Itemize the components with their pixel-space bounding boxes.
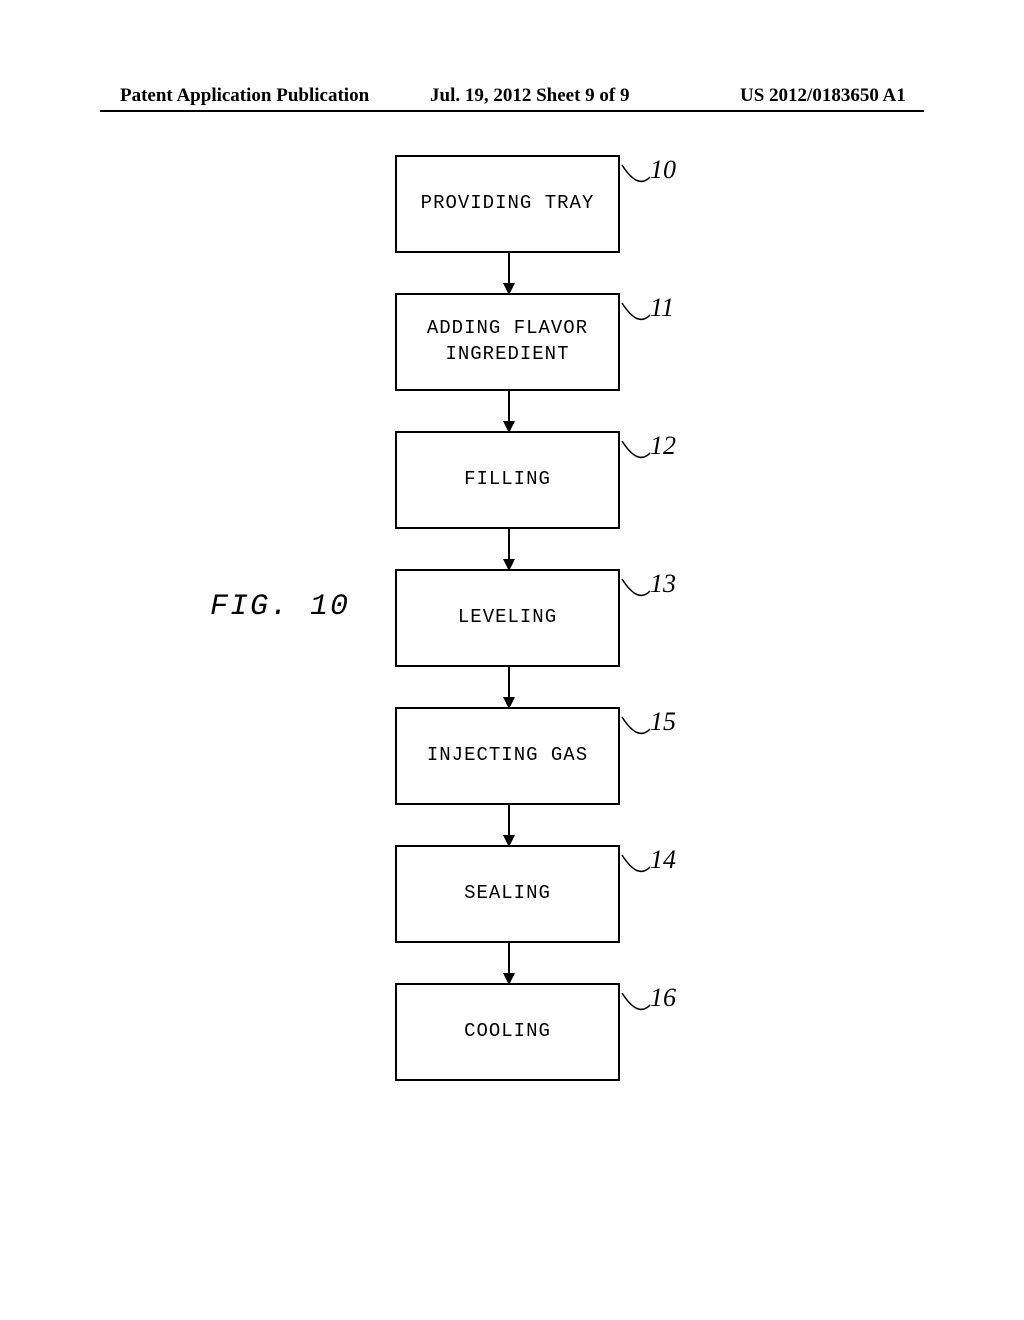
flow-step: COOLING16 <box>395 983 735 1081</box>
flow-arrow <box>395 943 735 983</box>
flow-box: FILLING <box>395 431 620 529</box>
flow-arrow <box>395 805 735 845</box>
page: Patent Application Publication Jul. 19, … <box>0 0 1024 1320</box>
flow-box-label: ADDING FLAVORINGREDIENT <box>427 316 588 367</box>
flow-step: SEALING14 <box>395 845 735 943</box>
flow-step: LEVELING13 <box>395 569 735 667</box>
flowchart: PROVIDING TRAY10 ADDING FLAVORINGREDIENT… <box>395 155 735 1081</box>
flow-arrow <box>395 253 735 293</box>
flow-step: FILLING12 <box>395 431 735 529</box>
header-left: Patent Application Publication <box>120 85 369 107</box>
flow-step: ADDING FLAVORINGREDIENT11 <box>395 293 735 391</box>
header-center: Jul. 19, 2012 Sheet 9 of 9 <box>430 85 630 107</box>
flow-box-label: INJECTING GAS <box>427 743 588 769</box>
flow-step: PROVIDING TRAY10 <box>395 155 735 253</box>
flow-box-label: SEALING <box>464 881 551 907</box>
header-right: US 2012/0183650 A1 <box>740 85 906 107</box>
flow-box: PROVIDING TRAY <box>395 155 620 253</box>
flow-box-label: PROVIDING TRAY <box>421 191 595 217</box>
flow-arrow <box>395 391 735 431</box>
flow-box-label: LEVELING <box>458 605 557 631</box>
flow-box-label: FILLING <box>464 467 551 493</box>
flow-box: ADDING FLAVORINGREDIENT <box>395 293 620 391</box>
figure-label: FIG. 10 <box>210 590 350 624</box>
flow-arrow <box>395 529 735 569</box>
flow-box: LEVELING <box>395 569 620 667</box>
flow-box-label: COOLING <box>464 1019 551 1045</box>
flow-box: INJECTING GAS <box>395 707 620 805</box>
flow-box: SEALING <box>395 845 620 943</box>
flow-arrow <box>395 667 735 707</box>
flow-step: INJECTING GAS15 <box>395 707 735 805</box>
header-rule <box>100 110 924 112</box>
flow-box: COOLING <box>395 983 620 1081</box>
